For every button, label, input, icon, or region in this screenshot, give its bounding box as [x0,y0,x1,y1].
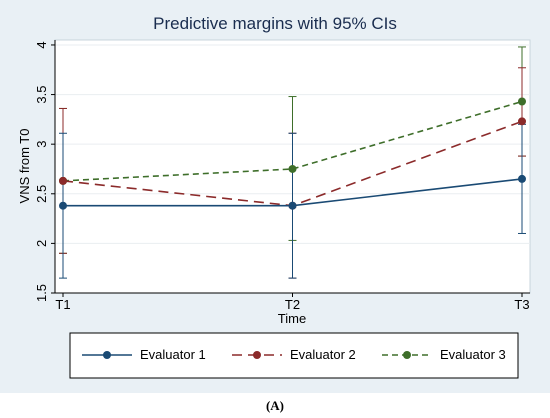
y-axis-title: VNS from T0 [17,129,32,204]
data-point [59,201,67,210]
y-ticks: 1.5 2 2.5 3 3.5 4 [34,41,55,302]
chart-title: Predictive margins with 95% CIs [153,14,397,33]
data-point [518,174,526,183]
data-point [288,201,297,210]
data-point [518,97,526,106]
x-ticks: T1 T2 T3 [55,293,530,312]
legend-marker [103,351,111,359]
legend-marker [253,351,261,359]
x-tick-label: T1 [55,297,70,312]
y-tick-label: 2 [34,240,49,247]
x-tick-label: T2 [285,297,300,312]
series-points [59,97,526,210]
legend: Evaluator 1 Evaluator 2 Evaluator 3 [82,347,506,362]
y-tick-label: 3.5 [34,86,49,104]
figure-caption: (A) [265,398,285,413]
legend-label: Evaluator 2 [290,347,356,362]
data-point [518,117,526,126]
y-tick-label: 2.5 [34,185,49,203]
legend-box [69,332,519,379]
data-point [59,176,67,185]
legend-marker [403,351,411,359]
chart-svg: 1.5 2 2.5 3 3.5 4 T1 T2 T3 Time VNS from T0 Eva… [17,39,531,379]
y-tick-label: 3 [34,141,49,148]
y-tick-label: 4 [34,41,49,48]
x-tick-label: T3 [514,297,529,312]
legend-label: Evaluator 3 [440,347,506,362]
data-point [288,164,297,173]
y-tick-label: 1.5 [34,284,49,302]
x-axis-title: Time [278,311,306,326]
legend-label: Evaluator 1 [140,347,206,362]
